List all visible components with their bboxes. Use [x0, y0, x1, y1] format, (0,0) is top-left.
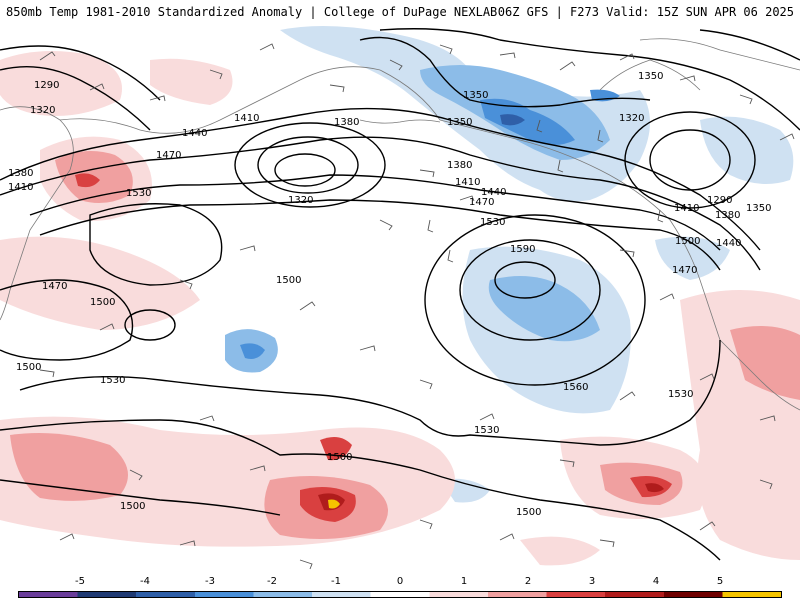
contour-label: 1410 [674, 203, 699, 214]
contour-label: 1350 [746, 203, 771, 214]
contour-label: 1500 [90, 297, 115, 308]
contour-label: 1440 [182, 128, 207, 139]
height-contours [0, 28, 800, 561]
contour-label: 1470 [672, 265, 697, 276]
contour-label: 1320 [619, 113, 644, 124]
contour-label: 1530 [480, 217, 505, 228]
colorbar-tick: 0 [396, 576, 404, 587]
contour-label: 1500 [120, 501, 145, 512]
model-run-info: 06Z GFS | F273 Valid: 15Z SUN APR 06 202… [497, 5, 794, 19]
contour-label: 1380 [334, 117, 359, 128]
contour-label: 1530 [100, 375, 125, 386]
colorbar-tick: 3 [588, 576, 596, 587]
contour-label: 1380 [715, 210, 740, 221]
contour-label: 1380 [447, 160, 472, 171]
contour-label: 1500 [276, 275, 301, 286]
anomaly-colorbar: -5 -4 -3 -2 -1 0 1 2 3 4 5 [0, 576, 800, 600]
contour-label: 1530 [126, 188, 151, 199]
contour-label: 1560 [563, 382, 588, 393]
map-title: 850mb Temp 1981-2010 Standardized Anomal… [6, 5, 498, 19]
coastlines [0, 38, 800, 411]
contour-label: 1470 [469, 197, 494, 208]
contour-label: 1500 [16, 362, 41, 373]
contour-label: 1350 [638, 71, 663, 82]
colorbar-tick: -2 [267, 576, 277, 587]
contour-label: 1500 [516, 507, 541, 518]
contour-label: 1320 [288, 195, 313, 206]
contour-label: 1530 [668, 389, 693, 400]
colorbar-tick: 4 [652, 576, 660, 587]
contour-label: 1410 [234, 113, 259, 124]
contour-label: 1530 [474, 425, 499, 436]
contour-labels: 1290 1320 1380 1410 1440 1470 1530 1470 … [8, 71, 771, 518]
contour-label: 1380 [8, 168, 33, 179]
warm-anomaly-shading [0, 51, 800, 566]
contour-label: 1350 [447, 117, 472, 128]
colorbar-tick: -1 [331, 576, 341, 587]
colorbar-tick: 2 [524, 576, 532, 587]
colorbar-tick: -4 [140, 576, 150, 587]
contour-label: 1410 [8, 182, 33, 193]
contour-label: 1290 [34, 80, 59, 91]
colorbar-strip [18, 591, 782, 598]
colorbar-tick: 5 [716, 576, 724, 587]
contour-label: 1290 [707, 195, 732, 206]
contour-label: 1470 [42, 281, 67, 292]
contour-label: 1590 [510, 244, 535, 255]
wind-barbs [39, 43, 795, 570]
contour-label: 1500 [327, 452, 352, 463]
contour-label: 1410 [455, 177, 480, 188]
colorbar-tick: -3 [205, 576, 215, 587]
map-svg: 1290 1320 1380 1410 1440 1470 1530 1470 … [0, 24, 800, 576]
cold-anomaly-shading [225, 26, 794, 503]
contour-label: 1320 [30, 105, 55, 116]
map-canvas: 1290 1320 1380 1410 1440 1470 1530 1470 … [0, 24, 800, 576]
contour-label: 1470 [156, 150, 181, 161]
colorbar-tick: 1 [460, 576, 468, 587]
colorbar-tick: -5 [75, 576, 85, 587]
contour-label: 1500 [675, 236, 700, 247]
contour-label: 1440 [481, 187, 506, 198]
contour-label: 1440 [716, 238, 741, 249]
map-header: 850mb Temp 1981-2010 Standardized Anomal… [0, 0, 800, 24]
contour-label: 1350 [463, 90, 488, 101]
